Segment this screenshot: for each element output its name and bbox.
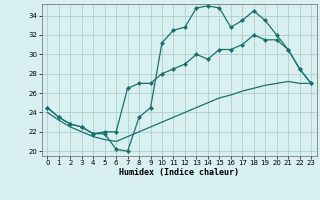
X-axis label: Humidex (Indice chaleur): Humidex (Indice chaleur) xyxy=(119,168,239,177)
